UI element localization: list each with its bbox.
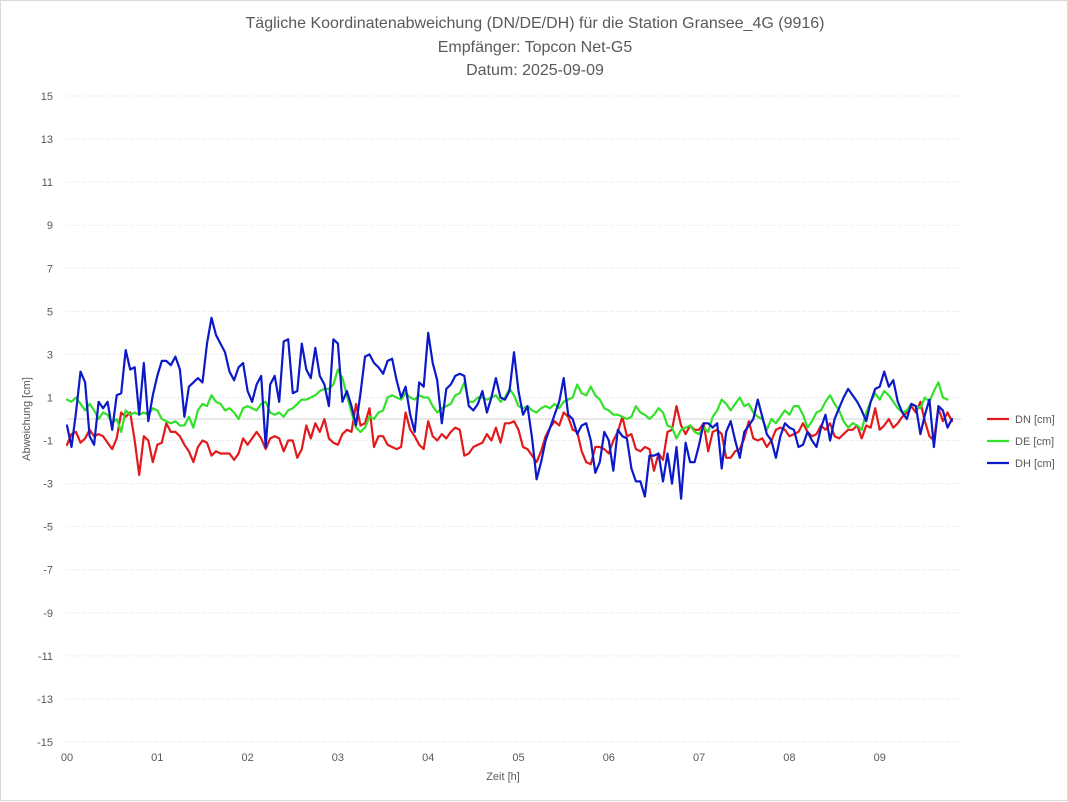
y-tick-label: 3 (47, 349, 53, 361)
y-tick-label: 7 (47, 263, 53, 275)
y-tick-label: -7 (43, 565, 53, 577)
y-tick-label: 13 (41, 134, 53, 146)
legend: DN [cm] DE [cm] DH [cm] (987, 414, 1055, 470)
x-tick-label: 03 (332, 752, 344, 764)
y-tick-label: -11 (38, 651, 53, 663)
x-tick-label: 00 (61, 752, 73, 764)
y-tick-label: -5 (43, 522, 53, 534)
x-tick-label: 06 (603, 752, 615, 764)
y-axis-ticks: 15 13 11 9 7 5 3 1 -1 -3 -5 -7 -9 -11 -13 -15 (37, 91, 53, 749)
x-tick-label: 09 (874, 752, 886, 764)
y-tick-label: -3 (43, 479, 53, 491)
y-tick-label: 15 (41, 91, 53, 103)
x-axis-ticks: 00 01 02 03 04 05 06 07 08 09 (61, 752, 886, 764)
series-group (65, 316, 954, 500)
series-line-dh (65, 316, 954, 500)
chart-date: Datum: 2025-09-09 (466, 62, 604, 79)
x-tick-label: 08 (783, 752, 795, 764)
x-tick-label: 02 (241, 752, 253, 764)
y-tick-label: 9 (47, 220, 53, 232)
y-axis-label: Abweichung [cm] (21, 377, 33, 461)
legend-label-dn: DN [cm] (1015, 414, 1055, 426)
y-tick-label: -9 (43, 608, 53, 620)
legend-label-de: DE [cm] (1015, 436, 1054, 448)
x-tick-label: 04 (422, 752, 434, 764)
x-tick-label: 01 (151, 752, 163, 764)
y-tick-label: -15 (37, 737, 53, 749)
x-axis-label: Zeit [h] (486, 771, 520, 783)
legend-label-dh: DH [cm] (1015, 458, 1055, 470)
chart-title: Tägliche Koordinatenabweichung (DN/DE/DH… (246, 15, 825, 32)
y-tick-label: 5 (47, 306, 53, 318)
chart-subtitle: Empfänger: Topcon Net-G5 (438, 39, 633, 56)
y-tick-label: -1 (43, 436, 53, 448)
x-tick-label: 07 (693, 752, 705, 764)
series-line-dn (65, 400, 954, 477)
y-tick-label: 1 (47, 392, 53, 404)
grid-lines (67, 95, 961, 743)
y-tick-label: 11 (42, 177, 53, 189)
x-tick-label: 05 (512, 752, 524, 764)
y-tick-label: -13 (37, 694, 53, 706)
